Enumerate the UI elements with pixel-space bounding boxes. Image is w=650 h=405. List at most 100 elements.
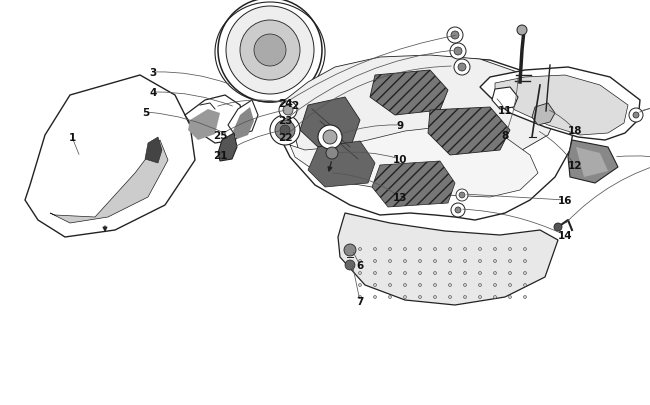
Circle shape <box>374 248 376 251</box>
Polygon shape <box>532 104 555 126</box>
Circle shape <box>389 296 391 299</box>
Circle shape <box>404 284 406 287</box>
Circle shape <box>283 106 293 116</box>
Polygon shape <box>285 56 558 177</box>
Circle shape <box>448 284 452 287</box>
Circle shape <box>404 272 406 275</box>
Circle shape <box>254 35 286 67</box>
Text: 23: 23 <box>278 116 292 126</box>
Polygon shape <box>576 148 608 177</box>
Polygon shape <box>25 76 195 237</box>
Circle shape <box>374 272 376 275</box>
Polygon shape <box>370 71 448 116</box>
Circle shape <box>493 296 497 299</box>
Circle shape <box>454 60 470 76</box>
Text: 13: 13 <box>393 192 408 202</box>
Circle shape <box>448 248 452 251</box>
Circle shape <box>508 284 512 287</box>
Circle shape <box>508 260 512 263</box>
Circle shape <box>523 296 526 299</box>
Text: 10: 10 <box>393 155 408 164</box>
Polygon shape <box>185 96 245 144</box>
Circle shape <box>434 260 437 263</box>
Circle shape <box>434 284 437 287</box>
Circle shape <box>478 260 482 263</box>
Circle shape <box>218 0 322 103</box>
Circle shape <box>389 260 391 263</box>
Circle shape <box>463 248 467 251</box>
Circle shape <box>523 260 526 263</box>
Text: 11: 11 <box>498 106 512 116</box>
Circle shape <box>323 131 337 145</box>
Circle shape <box>345 260 355 270</box>
Circle shape <box>404 260 406 263</box>
Text: 25: 25 <box>213 131 228 141</box>
Circle shape <box>270 116 300 146</box>
Circle shape <box>493 260 497 263</box>
Text: 4: 4 <box>150 88 157 98</box>
Polygon shape <box>50 141 168 224</box>
Circle shape <box>374 260 376 263</box>
Circle shape <box>448 260 452 263</box>
Circle shape <box>434 248 437 251</box>
Polygon shape <box>492 88 518 110</box>
Circle shape <box>359 260 361 263</box>
Text: 9: 9 <box>396 121 404 131</box>
Circle shape <box>451 32 459 40</box>
Polygon shape <box>218 134 237 162</box>
Text: 16: 16 <box>558 196 572 205</box>
Circle shape <box>344 244 356 256</box>
Circle shape <box>508 248 512 251</box>
Circle shape <box>493 272 497 275</box>
Text: 3: 3 <box>150 68 157 78</box>
Circle shape <box>478 284 482 287</box>
Circle shape <box>523 272 526 275</box>
Circle shape <box>359 284 361 287</box>
Circle shape <box>478 248 482 251</box>
Circle shape <box>451 203 465 217</box>
Text: 6: 6 <box>356 260 363 270</box>
Circle shape <box>478 296 482 299</box>
Polygon shape <box>495 76 628 136</box>
Polygon shape <box>428 108 510 156</box>
Circle shape <box>374 296 376 299</box>
Circle shape <box>389 272 391 275</box>
Circle shape <box>458 64 466 72</box>
Text: 7: 7 <box>356 296 364 306</box>
Circle shape <box>523 248 526 251</box>
Polygon shape <box>145 138 162 164</box>
Circle shape <box>455 207 461 213</box>
Circle shape <box>318 126 342 149</box>
Polygon shape <box>228 101 258 136</box>
Circle shape <box>493 284 497 287</box>
Polygon shape <box>188 110 220 141</box>
Circle shape <box>463 296 467 299</box>
Circle shape <box>517 26 527 36</box>
Circle shape <box>633 113 639 119</box>
Circle shape <box>456 190 468 202</box>
Polygon shape <box>278 58 575 220</box>
Text: 18: 18 <box>567 126 582 136</box>
Circle shape <box>279 102 297 120</box>
Circle shape <box>478 272 482 275</box>
Circle shape <box>404 296 406 299</box>
Circle shape <box>523 284 526 287</box>
Circle shape <box>493 248 497 251</box>
Circle shape <box>404 248 406 251</box>
Circle shape <box>434 296 437 299</box>
Circle shape <box>280 126 290 136</box>
Circle shape <box>434 272 437 275</box>
Circle shape <box>419 260 421 263</box>
Polygon shape <box>568 141 618 183</box>
Circle shape <box>508 272 512 275</box>
Text: 2: 2 <box>291 101 298 111</box>
Circle shape <box>629 109 643 123</box>
Text: 5: 5 <box>142 108 150 118</box>
Circle shape <box>554 224 562 231</box>
Text: 22: 22 <box>278 133 292 143</box>
Circle shape <box>450 44 466 60</box>
Polygon shape <box>308 142 375 188</box>
Circle shape <box>448 272 452 275</box>
Text: 24: 24 <box>278 99 292 109</box>
Polygon shape <box>480 68 640 141</box>
